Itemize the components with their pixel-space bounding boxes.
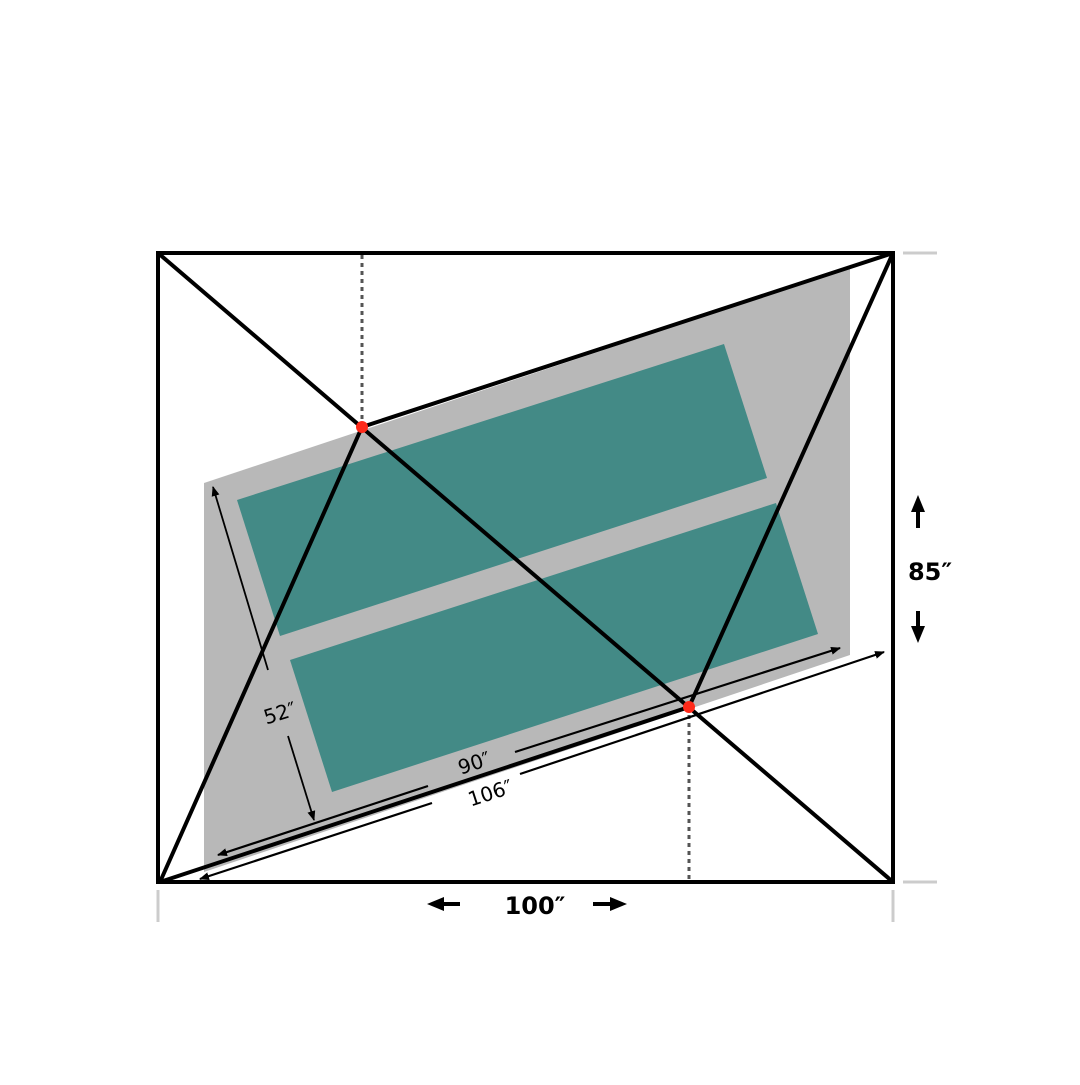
sleeping-pad-lower xyxy=(290,503,818,792)
arrow-up-icon xyxy=(911,495,925,528)
sleeping-pad-upper xyxy=(237,344,767,636)
arrow-down-icon xyxy=(911,611,925,643)
diagonal-pole xyxy=(156,251,895,884)
stake-point-lower xyxy=(683,701,695,713)
dimension-52-arrow-bottom xyxy=(287,735,316,821)
dimension-width-label: 100″ xyxy=(505,892,566,920)
dimension-106-arrow-right xyxy=(519,650,885,776)
dimension-106-arrow-left xyxy=(199,801,433,881)
dimension-height-label: 85″ xyxy=(908,558,952,586)
arrow-left-icon xyxy=(427,897,460,911)
stake-point-upper xyxy=(356,421,368,433)
dimension-52-arrow-top xyxy=(211,486,269,671)
dimension-90-arrow-left xyxy=(217,784,429,857)
arrow-right-icon xyxy=(593,897,627,911)
dimension-90-arrow-right xyxy=(514,646,841,754)
outer-frame xyxy=(156,251,895,884)
